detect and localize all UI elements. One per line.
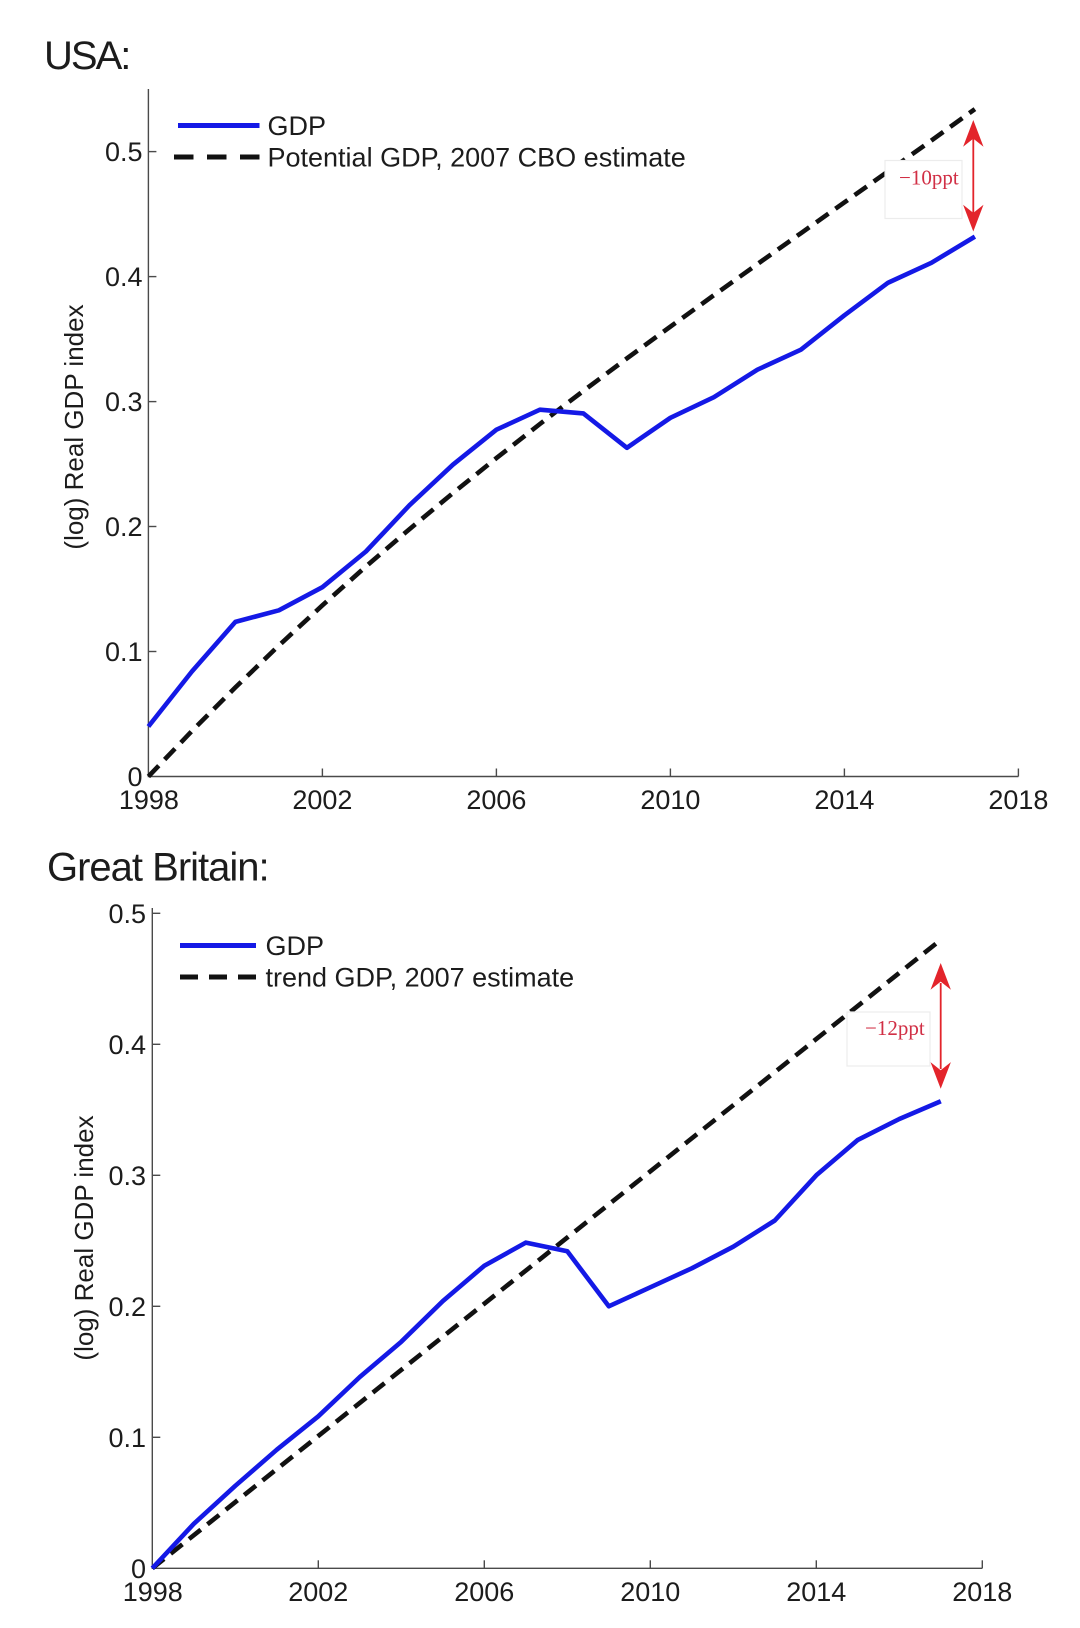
svg-text:0.1: 0.1: [108, 1423, 146, 1453]
svg-text:Potential GDP, 2007 CBO estima: Potential GDP, 2007 CBO estimate: [268, 143, 686, 173]
svg-text:0.5: 0.5: [108, 899, 146, 929]
svg-text:GDP: GDP: [268, 111, 327, 141]
svg-text:2018: 2018: [952, 1577, 1012, 1607]
svg-text:0.3: 0.3: [105, 387, 143, 417]
svg-text:2002: 2002: [292, 785, 352, 815]
svg-text:Great Britain:: Great Britain:: [47, 846, 269, 890]
svg-text:(log) Real GDP index: (log) Real GDP index: [69, 1115, 99, 1360]
svg-text:−12ppt: −12ppt: [865, 1016, 925, 1040]
svg-text:0.2: 0.2: [108, 1292, 146, 1322]
svg-text:trend GDP, 2007 estimate: trend GDP, 2007 estimate: [266, 963, 575, 993]
svg-text:2010: 2010: [620, 1577, 680, 1607]
svg-text:0.4: 0.4: [105, 262, 143, 292]
svg-text:0: 0: [131, 1554, 146, 1584]
svg-text:2014: 2014: [786, 1577, 846, 1607]
svg-text:2006: 2006: [466, 785, 526, 815]
svg-text:2010: 2010: [640, 785, 700, 815]
svg-text:(log) Real GDP index: (log) Real GDP index: [59, 304, 89, 549]
svg-text:0: 0: [127, 762, 142, 792]
svg-text:−10ppt: −10ppt: [899, 166, 959, 190]
svg-text:USA:: USA:: [44, 34, 129, 78]
svg-text:1998: 1998: [119, 785, 179, 815]
svg-text:1998: 1998: [123, 1577, 183, 1607]
svg-text:0.4: 0.4: [108, 1030, 146, 1060]
svg-text:0.2: 0.2: [105, 512, 143, 542]
svg-text:2018: 2018: [988, 785, 1048, 815]
svg-text:2002: 2002: [288, 1577, 348, 1607]
svg-text:2014: 2014: [814, 785, 874, 815]
svg-text:0.1: 0.1: [105, 637, 143, 667]
svg-text:GDP: GDP: [266, 931, 325, 961]
svg-text:0.3: 0.3: [108, 1161, 146, 1191]
svg-text:2006: 2006: [454, 1577, 514, 1607]
svg-text:0.5: 0.5: [105, 137, 143, 167]
